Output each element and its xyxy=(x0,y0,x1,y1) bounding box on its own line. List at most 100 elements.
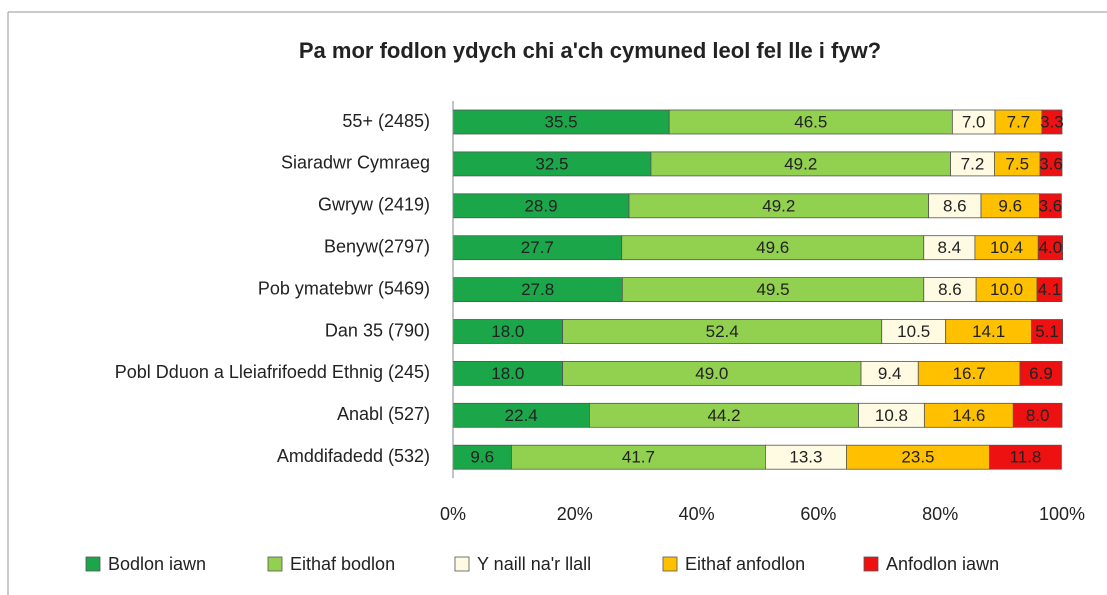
bar-segment xyxy=(980,193,1040,219)
value-label: 9.6 xyxy=(998,196,1022,215)
value-label: 3.6 xyxy=(1039,154,1063,173)
bar-segment xyxy=(1041,109,1063,135)
category-label: 55+ (2485) xyxy=(342,111,430,131)
value-label: 11.8 xyxy=(1010,448,1042,467)
category-label: Anabl (527) xyxy=(337,404,430,424)
bar-segment xyxy=(452,360,564,386)
bar-segment xyxy=(974,235,1039,261)
bar-segment xyxy=(621,235,925,261)
value-label: 49.2 xyxy=(762,196,795,215)
bar-segment xyxy=(923,277,977,303)
legend-label: Eithaf bodlon xyxy=(290,554,395,574)
x-tick-label: 80% xyxy=(922,504,958,524)
x-tick-label: 0% xyxy=(440,504,466,524)
bar-segment xyxy=(951,109,996,135)
bar-segment xyxy=(989,444,1062,470)
bar-segment xyxy=(1012,402,1063,428)
bar-segment xyxy=(858,402,925,428)
value-label: 8.4 xyxy=(938,238,962,257)
legend-label: Bodlon iawn xyxy=(108,554,206,574)
value-label: 3.6 xyxy=(1039,196,1063,215)
value-label: 9.4 xyxy=(878,364,902,383)
value-label: 18.0 xyxy=(491,364,524,383)
bar-segment xyxy=(628,193,930,219)
value-label: 49.6 xyxy=(756,238,789,257)
value-label: 14.6 xyxy=(952,406,985,425)
value-label: 13.3 xyxy=(789,448,822,467)
bar-segment xyxy=(452,402,590,428)
bar-segment xyxy=(589,402,859,428)
bar-segment xyxy=(1039,193,1062,219)
value-label: 35.5 xyxy=(545,112,578,131)
value-label: 7.0 xyxy=(962,112,986,131)
legend-swatch xyxy=(267,556,283,572)
value-label: 8.0 xyxy=(1026,406,1050,425)
value-label: 27.7 xyxy=(521,238,554,257)
bar-segment xyxy=(452,277,623,303)
value-label: 10.4 xyxy=(990,238,1023,257)
value-label: 8.6 xyxy=(938,280,962,299)
value-label: 32.5 xyxy=(535,154,568,173)
legend-label: Anfodlon iawn xyxy=(886,554,999,574)
value-label: 49.0 xyxy=(695,364,728,383)
bar-segment xyxy=(452,235,623,261)
bar-segment xyxy=(945,319,1032,344)
value-label: 52.4 xyxy=(706,322,739,341)
bar-segment xyxy=(452,193,630,219)
bar-segment xyxy=(1031,319,1064,344)
value-label: 4.1 xyxy=(1038,280,1062,299)
bar-segment xyxy=(950,151,995,177)
value-label: 44.2 xyxy=(707,406,740,425)
value-label: 28.9 xyxy=(524,196,557,215)
bar-segment xyxy=(1037,235,1064,261)
value-label: 23.5 xyxy=(901,448,934,467)
bar-segment xyxy=(452,109,670,135)
bar-segment xyxy=(1036,277,1063,303)
bar-segment xyxy=(975,277,1038,303)
value-label: 14.1 xyxy=(972,322,1005,341)
category-label: Benyw(2797) xyxy=(324,236,430,256)
value-label: 3.3 xyxy=(1040,112,1064,131)
value-label: 10.5 xyxy=(897,322,930,341)
category-label: Amddifadedd (532) xyxy=(277,446,430,466)
legend-swatch xyxy=(454,556,470,572)
bar-segment xyxy=(562,319,883,344)
x-tick-label: 40% xyxy=(679,504,715,524)
value-label: 9.6 xyxy=(470,448,494,467)
category-label: Pobl Dduon a Lleiafrifoedd Ethnig (245) xyxy=(115,362,430,382)
legend-label: Y naill na'r llall xyxy=(477,554,591,574)
x-tick-label: 20% xyxy=(557,504,593,524)
bar-segment xyxy=(860,360,919,386)
bar-segment xyxy=(1039,151,1063,177)
value-label: 10.0 xyxy=(990,280,1023,299)
category-label: Gwryw (2419) xyxy=(318,195,430,215)
bar-segment xyxy=(923,235,976,261)
value-label: 27.8 xyxy=(521,280,554,299)
bar-segment xyxy=(668,109,953,135)
value-label: 7.2 xyxy=(961,154,985,173)
value-label: 5.1 xyxy=(1035,322,1059,341)
value-label: 49.5 xyxy=(756,280,789,299)
value-label: 10.8 xyxy=(875,406,908,425)
bar-segment xyxy=(881,319,947,344)
legend-swatch xyxy=(85,556,101,572)
value-label: 4.0 xyxy=(1039,238,1063,257)
bar-segment xyxy=(562,360,862,386)
value-label: 18.0 xyxy=(491,322,524,341)
chart-title: Pa mor fodlon ydych chi a'ch cymuned leo… xyxy=(299,38,881,63)
value-label: 6.9 xyxy=(1029,364,1053,383)
bar-segment xyxy=(650,151,951,177)
bar-segment xyxy=(994,151,1041,177)
category-label: Siaradwr Cymraeg xyxy=(281,153,430,173)
value-label: 46.5 xyxy=(794,112,827,131)
bar-segment xyxy=(928,193,982,219)
value-label: 49.2 xyxy=(784,154,817,173)
x-tick-label: 100% xyxy=(1039,504,1085,524)
category-label: Pob ymatebwr (5469) xyxy=(258,278,430,298)
legend-swatch xyxy=(662,556,678,572)
value-label: 8.6 xyxy=(943,196,967,215)
x-tick-label: 60% xyxy=(800,504,836,524)
value-label: 22.4 xyxy=(505,406,538,425)
bar-segment xyxy=(1019,360,1063,386)
